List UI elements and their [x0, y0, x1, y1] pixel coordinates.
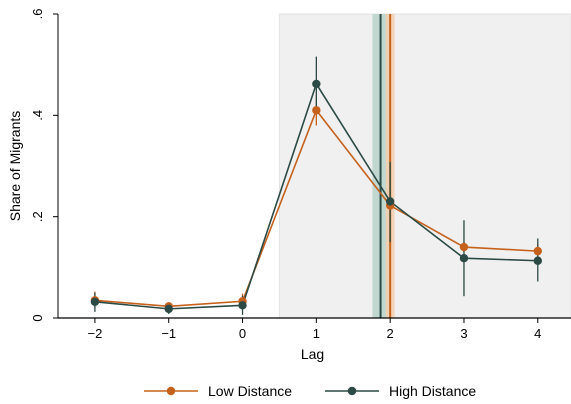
- x-axis-title: Lag: [301, 346, 324, 362]
- data-point: [385, 197, 395, 206]
- x-tick-label: −2: [87, 326, 102, 341]
- axes-layer: 0 .2 .4 .6 −2 −1 0 1 2 3 4 Lag Share of Migrants: [7, 9, 571, 362]
- shaded-region: [278, 13, 571, 319]
- data-point: [164, 304, 173, 314]
- y-tick-label: 0: [30, 314, 45, 321]
- plot-background-layer: [278, 13, 571, 319]
- x-tick-label: 0: [239, 326, 246, 341]
- data-point: [238, 301, 247, 310]
- y-tick-label: .2: [30, 211, 45, 222]
- x-tick-label: 1: [313, 326, 320, 341]
- data-point: [312, 79, 321, 89]
- legend: Low Distance High Distance: [144, 383, 476, 399]
- legend-label: Low Distance: [208, 383, 292, 399]
- data-point: [459, 254, 469, 263]
- data-point: [312, 106, 321, 115]
- x-tick-label: 2: [387, 326, 394, 341]
- data-point: [533, 256, 542, 265]
- x-tick-label: 4: [534, 326, 541, 341]
- y-tick-label: .6: [30, 9, 45, 20]
- y-axis-title: Share of Migrants: [7, 111, 23, 222]
- vertical-lines-layer: [372, 14, 395, 318]
- data-point: [90, 297, 100, 306]
- x-tick-label: 3: [460, 326, 467, 341]
- data-point: [459, 242, 469, 252]
- y-tick-label: .4: [30, 110, 45, 121]
- legend-swatch-marker: [347, 386, 357, 396]
- x-tick-label: −1: [161, 326, 176, 341]
- legend-swatch-marker: [166, 386, 176, 396]
- data-point: [533, 246, 542, 256]
- legend-label: High Distance: [389, 383, 476, 399]
- series-layer: [90, 56, 542, 315]
